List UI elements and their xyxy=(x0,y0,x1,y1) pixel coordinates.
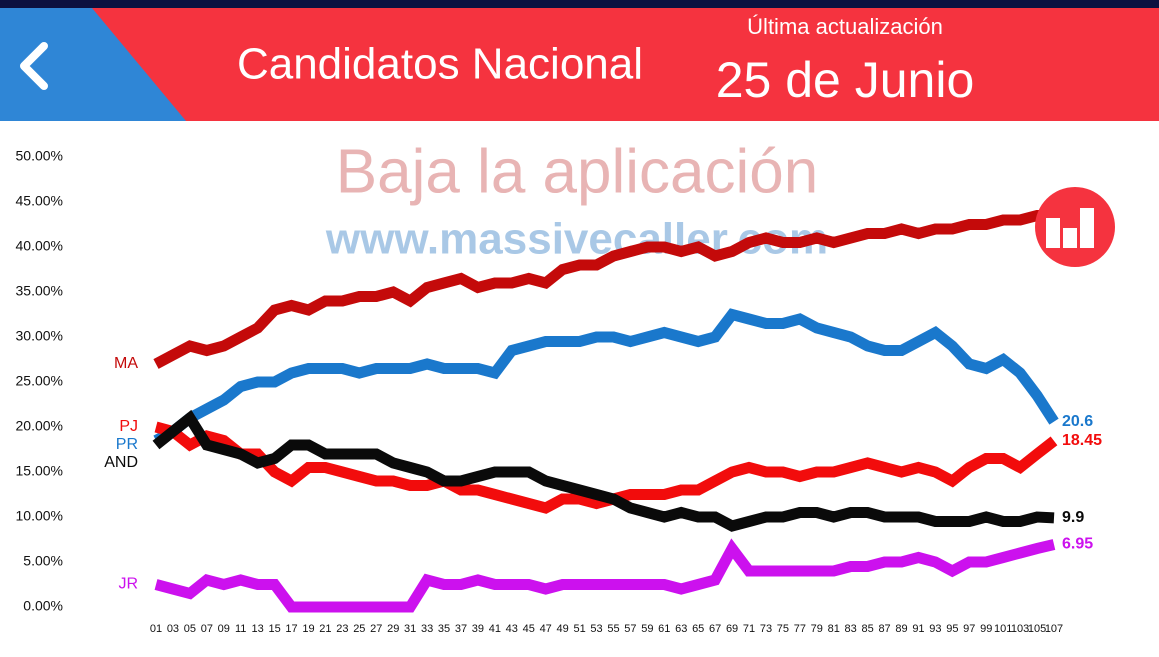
series-line xyxy=(153,210,1054,369)
value-label: 9.9 xyxy=(1062,509,1084,526)
plot-area xyxy=(152,210,1059,613)
series-line xyxy=(154,538,1056,613)
x-tick-label: 93 xyxy=(929,623,941,635)
x-tick-label: 05 xyxy=(184,623,196,635)
x-tick-label: 63 xyxy=(675,623,687,635)
x-tick-label: 27 xyxy=(370,623,382,635)
x-tick-label: 107 xyxy=(1045,623,1063,635)
status-bar xyxy=(0,0,1159,8)
value-label: 20.6 xyxy=(1062,413,1093,430)
x-tick-label: 55 xyxy=(607,623,619,635)
x-tick-label: 29 xyxy=(387,623,399,635)
x-tick-label: 65 xyxy=(692,623,704,635)
x-tick-label: 23 xyxy=(336,623,348,635)
x-tick-label: 07 xyxy=(201,623,213,635)
x-tick-label: 53 xyxy=(590,623,602,635)
x-tick-label: 99 xyxy=(980,623,992,635)
header-title: Candidatos Nacional xyxy=(237,40,643,89)
series-name: PR xyxy=(116,436,138,453)
x-tick-label: 13 xyxy=(252,623,264,635)
x-tick-label: 41 xyxy=(489,623,501,635)
x-tick-label: 89 xyxy=(895,623,907,635)
x-tick-label: 75 xyxy=(777,623,789,635)
x-tick-label: 45 xyxy=(523,623,535,635)
x-tick-label: 51 xyxy=(573,623,585,635)
update-label: Última actualización xyxy=(747,14,943,39)
x-tick-label: 47 xyxy=(540,623,552,635)
x-tick-label: 71 xyxy=(743,623,755,635)
back-button[interactable] xyxy=(20,42,48,90)
x-tick-label: 69 xyxy=(726,623,738,635)
x-tick-label: 25 xyxy=(353,623,365,635)
x-tick-label: 57 xyxy=(624,623,636,635)
header-bar xyxy=(0,8,1159,121)
x-tick-label: 67 xyxy=(709,623,721,635)
y-tick-label: 0.00% xyxy=(23,598,63,614)
value-label: 6.95 xyxy=(1062,536,1093,553)
x-tick-label: 95 xyxy=(946,623,958,635)
watermark-text: Baja la aplicación xyxy=(336,137,819,206)
x-tick-label: 39 xyxy=(472,623,484,635)
back-area[interactable] xyxy=(0,8,186,121)
x-tick-label: 19 xyxy=(302,623,314,635)
x-tick-label: 59 xyxy=(641,623,653,635)
x-tick-label: 33 xyxy=(421,623,433,635)
x-tick-label: 97 xyxy=(963,623,975,635)
value-label: 18.45 xyxy=(1062,432,1102,449)
x-tick-label: 103 xyxy=(1011,623,1029,635)
x-tick-label: 31 xyxy=(404,623,416,635)
x-tick-label: 01 xyxy=(150,623,162,635)
x-tick-label: 87 xyxy=(878,623,890,635)
x-tick-label: 35 xyxy=(438,623,450,635)
series-name: AND xyxy=(104,454,138,471)
y-tick-label: 10.00% xyxy=(16,508,63,524)
x-tick-label: 43 xyxy=(506,623,518,635)
series-line xyxy=(152,409,1055,532)
x-tick-label: 15 xyxy=(268,623,280,635)
y-tick-label: 15.00% xyxy=(16,463,63,479)
update-date: 25 de Junio xyxy=(716,52,975,108)
x-tick-label: 101 xyxy=(994,623,1012,635)
x-tick-label: 03 xyxy=(167,623,179,635)
x-tick-label: 83 xyxy=(845,623,857,635)
x-tick-label: 49 xyxy=(557,623,569,635)
x-tick-label: 21 xyxy=(319,623,331,635)
x-tick-label: 61 xyxy=(658,623,670,635)
x-tick-label: 91 xyxy=(912,623,924,635)
x-tick-label: 79 xyxy=(811,623,823,635)
icon-bars xyxy=(1046,208,1094,248)
y-tick-label: 40.00% xyxy=(16,238,63,254)
y-tick-label: 45.00% xyxy=(16,193,63,209)
series-line xyxy=(153,308,1059,446)
y-tick-label: 5.00% xyxy=(23,553,63,569)
series-name: JR xyxy=(118,576,138,593)
x-tick-label: 37 xyxy=(455,623,467,635)
x-tick-label: 11 xyxy=(235,623,246,635)
x-tick-label: 09 xyxy=(218,623,230,635)
x-tick-label: 81 xyxy=(828,623,840,635)
x-tick-label: 77 xyxy=(794,623,806,635)
y-tick-label: 30.00% xyxy=(16,328,63,344)
series-name: PJ xyxy=(119,418,138,435)
x-tick-label: 17 xyxy=(285,623,297,635)
x-tick-label: 73 xyxy=(760,623,772,635)
y-tick-label: 25.00% xyxy=(16,373,63,389)
y-tick-label: 20.00% xyxy=(16,418,63,434)
y-tick-label: 35.00% xyxy=(16,283,63,299)
x-tick-label: 85 xyxy=(861,623,873,635)
series-name: MA xyxy=(114,355,138,372)
x-tick-label: 105 xyxy=(1028,623,1046,635)
y-tick-label: 50.00% xyxy=(16,148,63,164)
